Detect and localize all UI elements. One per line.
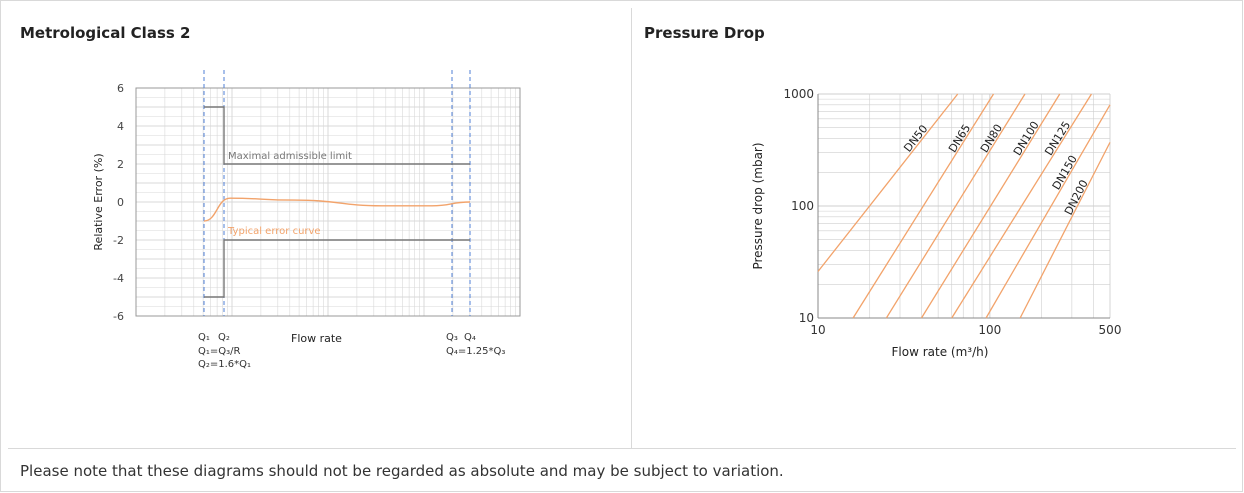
panel-pressure-drop: Pressure Drop <box>632 8 1236 448</box>
q-marker-label: Q₂ <box>218 332 230 343</box>
q-marker-label: Q₁ <box>198 332 210 343</box>
y-tick-label: 6 <box>117 82 124 95</box>
y-axis-label: Pressure drop (mbar) <box>751 142 765 269</box>
y-tick-label: 1000 <box>783 87 814 101</box>
series-line-dn200 <box>1019 142 1111 319</box>
y-tick-label: 0 <box>117 196 124 209</box>
x-tick-label: 500 <box>1099 323 1122 337</box>
panel-title-metrological: Metrological Class 2 <box>20 24 191 42</box>
note-divider <box>8 448 1236 449</box>
panel-metrological-class: Metrological Class 2 <box>8 8 632 448</box>
y-tick-label: 100 <box>791 199 814 213</box>
y-tick-label: -4 <box>113 272 124 285</box>
y-tick-label: 2 <box>117 158 124 171</box>
series-line-dn100 <box>920 93 1061 319</box>
x-tick-label: 10 <box>810 323 825 337</box>
series-line-dn80 <box>885 93 1026 319</box>
q-marker-label: Q₄ <box>464 332 476 343</box>
panel-title-pressure: Pressure Drop <box>644 24 765 42</box>
typical-error-curve <box>203 197 471 222</box>
y-tick-label: -2 <box>113 234 124 247</box>
q-formula-label: Q₄=1.25*Q₃ <box>446 346 505 357</box>
annotation-max-limit: Maximal admissible limit <box>228 151 352 162</box>
x-tick-label: 100 <box>978 323 1001 337</box>
y-axis-label: Relative Error (%) <box>92 153 105 250</box>
series-line-dn150 <box>985 104 1111 319</box>
disclaimer-note: Please note that these diagrams should n… <box>20 462 784 480</box>
q-marker-label: Q₃ <box>446 332 458 343</box>
y-tick-label: 10 <box>799 311 814 325</box>
x-axis-label: Flow rate <box>291 332 342 345</box>
x-axis-label: Flow rate (m³/h) <box>892 345 989 359</box>
y-tick-label: -6 <box>113 310 124 323</box>
plot-area-frame <box>135 87 521 317</box>
lower-limit-line <box>204 239 470 298</box>
series-line-dn65 <box>852 93 995 319</box>
series-line-dn125 <box>951 93 1093 319</box>
error-chart: 6 4 2 0 -2 -4 -6 Relative Error (%) Maximal admi… <box>92 70 521 370</box>
q-formula-label: Q₂=1.6*Q₁ <box>198 359 251 370</box>
annotation-typical-curve: Typical error curve <box>227 226 321 237</box>
upper-limit-line <box>204 106 470 165</box>
q-formula-label: Q₁=Q₃/R <box>198 346 241 357</box>
series-line-dn50 <box>817 93 959 272</box>
y-tick-label: 4 <box>117 120 124 133</box>
